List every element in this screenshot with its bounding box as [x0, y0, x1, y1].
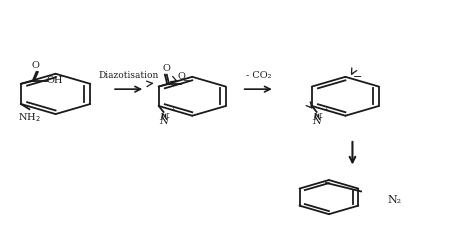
Text: NH$_2$: NH$_2$ — [18, 111, 41, 124]
Text: - CO₂: - CO₂ — [246, 71, 271, 80]
Text: N: N — [312, 113, 321, 122]
Text: N: N — [159, 113, 168, 122]
Text: $−$: $−$ — [182, 74, 190, 84]
Text: $^+$: $^+$ — [169, 106, 176, 115]
Text: O: O — [32, 61, 39, 70]
Text: $^+$: $^+$ — [322, 106, 329, 115]
Text: OH: OH — [47, 77, 64, 85]
Text: O: O — [177, 72, 185, 81]
Text: O: O — [163, 64, 170, 73]
Text: $−$: $−$ — [352, 70, 362, 80]
Text: N₂: N₂ — [388, 195, 402, 205]
Text: N: N — [312, 117, 321, 126]
Text: Diazotisation: Diazotisation — [99, 71, 159, 80]
Text: N: N — [159, 117, 168, 126]
